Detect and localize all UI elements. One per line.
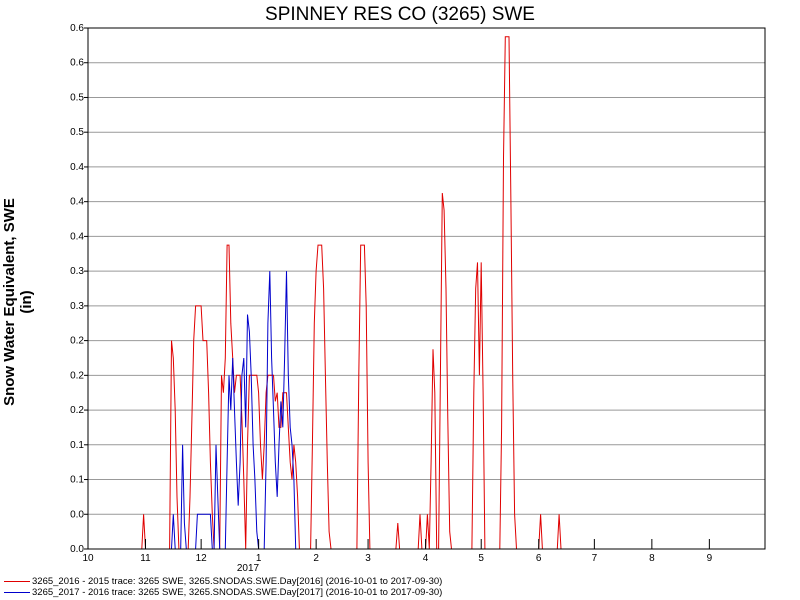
- x-tick-label: 5: [478, 553, 484, 564]
- legend-swatch-2016: [4, 580, 30, 582]
- x-tick-label: 6: [536, 553, 542, 564]
- x-tick-label: 9: [707, 553, 713, 564]
- chart-title: SPINNEY RES CO (3265) SWE: [265, 4, 535, 25]
- series-line-1: [171, 271, 297, 550]
- series-line-0: [141, 36, 562, 550]
- gridlines: [88, 62, 765, 515]
- x-tick-label: 8: [649, 553, 655, 564]
- legend-label-2016: 3265_2016 - 2015 trace: 3265 SWE, 3265.S…: [32, 576, 443, 587]
- year-label: 2017: [237, 563, 260, 574]
- y-tick-label: 0.2: [70, 336, 84, 347]
- x-tick-label: 2: [313, 553, 319, 564]
- x-tick-label: 11: [140, 553, 151, 564]
- y-tick-label: 0.4: [70, 197, 84, 208]
- y-tick-label: 0.5: [70, 127, 84, 138]
- series-lines: [141, 36, 562, 550]
- y-tick-label: 0.5: [70, 92, 84, 103]
- y-tick-label: 0.1: [70, 475, 84, 486]
- x-tick-label: 10: [82, 553, 94, 564]
- y-tick-label: 0.0: [70, 509, 84, 520]
- x-tick-label: 7: [592, 553, 598, 564]
- y-tick-label: 0.3: [70, 266, 84, 277]
- plot-frame: [87, 27, 766, 550]
- y-tick-label: 0.1: [70, 440, 84, 451]
- y-tick-label: 0.6: [70, 23, 84, 34]
- y-tick-label: 0.3: [70, 301, 84, 312]
- x-tick-label: 3: [365, 553, 371, 564]
- y-tick-label: 0.4: [70, 162, 84, 173]
- axes: 0.0 0.0 0.1 0.1 0.2 0.2 0.2 0.3 0.3 0.4 0.4 0.4 0.5 0…: [70, 23, 766, 564]
- x-tick-label: 12: [196, 553, 208, 564]
- x-tick-label: 4: [423, 553, 429, 564]
- y-tick-label: 0.4: [70, 231, 84, 242]
- y-tick-label: 0.2: [70, 405, 84, 416]
- legend-entry-2016: 3265_2016 - 2015 trace: 3265 SWE, 3265.S…: [4, 576, 442, 587]
- legend-label-2017: 3265_2017 - 2016 trace: 3265 SWE, 3265.S…: [32, 587, 443, 598]
- y-tick-label: 0.2: [70, 370, 84, 381]
- legend-swatch-2017: [4, 591, 30, 593]
- y-tick-label: 0.6: [70, 58, 84, 69]
- x-tick-label: 1: [256, 553, 262, 564]
- y-tick-label: 0.0: [70, 544, 84, 555]
- legend-entry-2017: 3265_2017 - 2016 trace: 3265 SWE, 3265.S…: [4, 587, 442, 598]
